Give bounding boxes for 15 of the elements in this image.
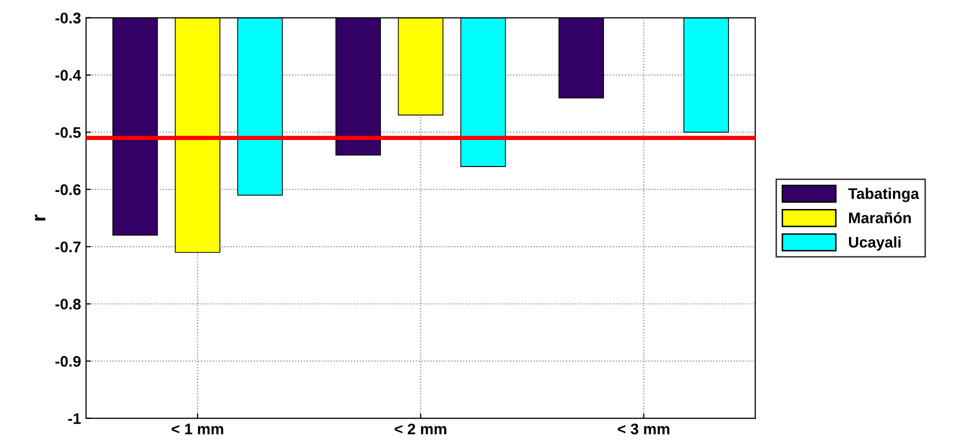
y-tick-label: -0.6 — [55, 184, 81, 196]
y-tick-label: -0.7 — [55, 242, 81, 252]
x-tick-label: < 2 mm — [394, 424, 446, 434]
y-tick-label: -0.8 — [55, 298, 81, 310]
legend-label: Ucayali — [848, 236, 900, 251]
y-tick-label: -0.5 — [55, 127, 81, 138]
x-tick-label: < 1 mm — [172, 424, 224, 434]
x-tick-label: < 3 mm — [618, 424, 670, 434]
y-tick-label: -1 — [68, 413, 81, 424]
y-tick-label: -0.3 — [55, 12, 81, 24]
legend-label: Tabatinga — [848, 188, 920, 202]
legend-label: Marañón — [849, 212, 911, 224]
y-tick-label: -0.4 — [55, 70, 82, 81]
y-axis-title: r — [34, 214, 46, 221]
y-tick-label: -0.9 — [55, 356, 81, 367]
